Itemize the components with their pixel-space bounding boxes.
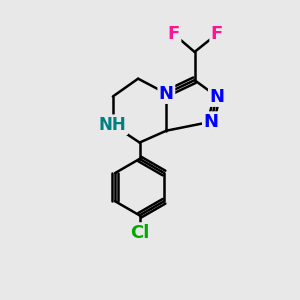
Text: N: N xyxy=(203,113,218,131)
Text: F: F xyxy=(211,25,223,43)
Text: N: N xyxy=(209,88,224,106)
Text: NH: NH xyxy=(99,116,127,134)
Text: N: N xyxy=(159,85,174,103)
Text: Cl: Cl xyxy=(130,224,149,242)
Text: F: F xyxy=(168,25,180,43)
